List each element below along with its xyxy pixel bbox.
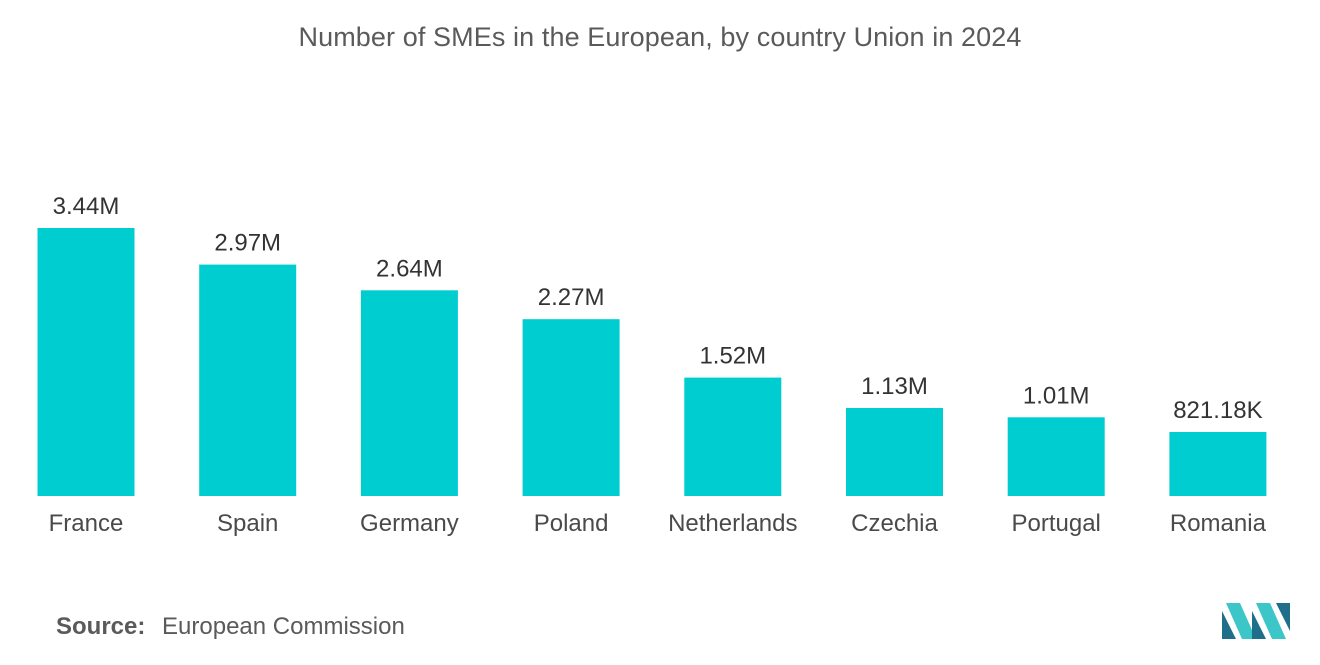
category-label-spain: Spain [217,510,278,537]
data-label-france: 3.44M [53,193,120,220]
data-label-poland: 2.27M [538,284,605,311]
category-label-poland: Poland [534,510,609,537]
category-label-romania: Romania [1170,510,1267,537]
category-label-netherlands: Netherlands [668,510,797,537]
data-label-germany: 2.64M [376,255,443,282]
bar-germany [360,290,458,496]
bar-france [37,228,135,496]
value-labels-group: 3.44M 2.97M 2.64M 2.27M 1.52M 1.13M 1.01M 821.1… [53,193,1263,424]
source-value: European Commission [162,613,405,640]
bar-netherlands [684,377,782,496]
bar-poland [522,319,620,496]
source-label: Source: [56,613,146,640]
category-label-germany: Germany [360,510,459,537]
bar-romania [1169,432,1267,496]
category-label-france: France [49,510,124,537]
category-label-czechia: Czechia [851,510,938,537]
bar-spain [199,264,297,496]
mordor-intelligence-logo-icon [1222,603,1290,639]
data-label-netherlands: 1.52M [699,343,766,370]
bar-portugal [1007,417,1105,496]
data-label-czechia: 1.13M [861,373,928,400]
data-label-spain: 2.97M [214,230,281,257]
data-label-portugal: 1.01M [1023,382,1090,409]
category-labels-group: France Spain Germany Poland Netherlands Czech… [49,510,1267,537]
bar-chart: 3.44M 2.97M 2.64M 2.27M 1.52M 1.13M 1.01M 821.1… [37,193,1267,537]
chart-title: Number of SMEs in the European, by count… [298,22,1022,52]
data-label-romania: 821.18K [1173,397,1262,424]
source-note: Source: European Commission [56,613,405,641]
category-label-portugal: Portugal [1012,510,1101,537]
bar-czechia [846,408,943,496]
bars-group [37,228,1267,496]
